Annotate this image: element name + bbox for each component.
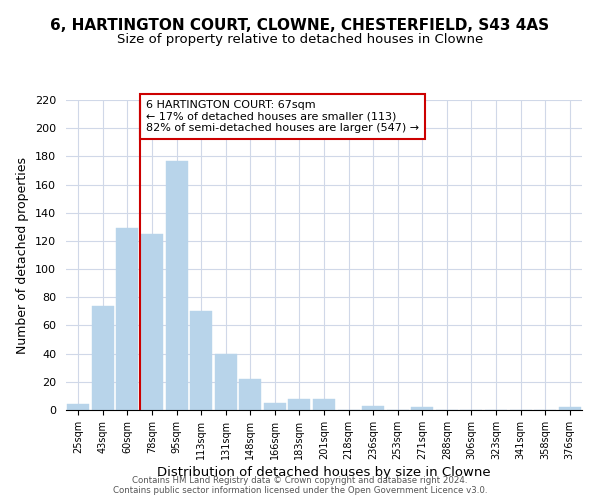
Text: 6 HARTINGTON COURT: 67sqm
← 17% of detached houses are smaller (113)
82% of semi: 6 HARTINGTON COURT: 67sqm ← 17% of detac…: [146, 100, 419, 133]
Bar: [141, 234, 163, 410]
Bar: [559, 407, 581, 410]
Text: 6, HARTINGTON COURT, CLOWNE, CHESTERFIELD, S43 4AS: 6, HARTINGTON COURT, CLOWNE, CHESTERFIEL…: [50, 18, 550, 32]
X-axis label: Distribution of detached houses by size in Clowne: Distribution of detached houses by size …: [157, 466, 491, 479]
Bar: [313, 398, 335, 410]
Text: Contains HM Land Registry data © Crown copyright and database right 2024.: Contains HM Land Registry data © Crown c…: [132, 476, 468, 485]
Bar: [362, 406, 384, 410]
Bar: [116, 228, 139, 410]
Bar: [166, 160, 188, 410]
Bar: [264, 403, 286, 410]
Bar: [411, 407, 433, 410]
Bar: [215, 354, 237, 410]
Text: Contains public sector information licensed under the Open Government Licence v3: Contains public sector information licen…: [113, 486, 487, 495]
Bar: [67, 404, 89, 410]
Text: Size of property relative to detached houses in Clowne: Size of property relative to detached ho…: [117, 32, 483, 46]
Bar: [92, 306, 114, 410]
Y-axis label: Number of detached properties: Number of detached properties: [16, 156, 29, 354]
Bar: [239, 379, 262, 410]
Bar: [190, 312, 212, 410]
Bar: [289, 398, 310, 410]
